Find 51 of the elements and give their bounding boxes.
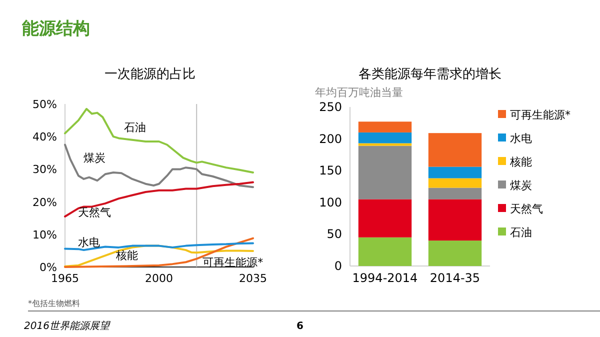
legend-label: 核能 xyxy=(509,156,532,168)
y-axis-title: 年均百万吨油当量 xyxy=(315,86,403,99)
y-tick-label: 100 xyxy=(319,195,342,210)
series-label: 天然气 xyxy=(78,206,112,219)
chart-title: 一次能源的占比 xyxy=(104,67,196,82)
bar xyxy=(428,240,482,266)
legend-label: 水电 xyxy=(510,132,532,145)
bar xyxy=(358,237,412,266)
y-tick-label: 150 xyxy=(319,164,342,178)
x-tick-label: 1994-2014 xyxy=(352,271,418,285)
bar xyxy=(358,122,412,132)
legend-label: 煤炭 xyxy=(510,179,532,192)
bar xyxy=(428,166,482,178)
line-series xyxy=(64,181,254,218)
legend-label: 天然气 xyxy=(510,202,543,216)
x-tick-label: 1965 xyxy=(51,272,79,285)
y-tick-label: 250 xyxy=(319,100,342,114)
y-tick-label: 200 xyxy=(319,132,342,146)
y-tick-label: 0 xyxy=(334,259,342,273)
series-label: 水电 xyxy=(78,236,100,249)
x-tick-label: 2000 xyxy=(145,272,173,285)
bar xyxy=(428,188,482,200)
y-tick-label: 10% xyxy=(32,228,57,242)
y-tick-label: 40% xyxy=(32,130,57,144)
y-tick-label: 30% xyxy=(32,163,57,176)
text: *包括生物燃料 xyxy=(28,299,80,308)
bar xyxy=(428,133,482,167)
text: 2016世界能源展望 xyxy=(24,320,112,332)
bar xyxy=(358,146,412,200)
y-tick-label: 0% xyxy=(40,261,57,274)
y-tick-label: 50 xyxy=(326,227,342,242)
series-label: 石油 xyxy=(124,120,146,134)
line-series xyxy=(64,108,254,174)
bar xyxy=(428,199,482,241)
x-tick-label: 2014-35 xyxy=(430,271,480,285)
series-label: 核能 xyxy=(114,248,138,262)
legend-label: 石油 xyxy=(510,226,532,239)
series-label: 可再生能源* xyxy=(202,256,264,269)
bar xyxy=(358,199,412,238)
bar xyxy=(358,143,412,146)
x-tick-label: 2035 xyxy=(239,272,267,285)
text: 6 xyxy=(296,321,304,332)
y-tick-label: 20% xyxy=(32,196,57,209)
bar xyxy=(358,132,412,144)
bar xyxy=(428,178,482,188)
series-label: 煤炭 xyxy=(84,151,106,164)
line-series xyxy=(64,144,254,188)
text: 能源结构 xyxy=(22,19,90,39)
chart-title: 各类能源每年需求的增长 xyxy=(358,67,502,82)
legend-label: 可再生能源* xyxy=(510,108,571,122)
y-tick-label: 50% xyxy=(32,98,57,111)
